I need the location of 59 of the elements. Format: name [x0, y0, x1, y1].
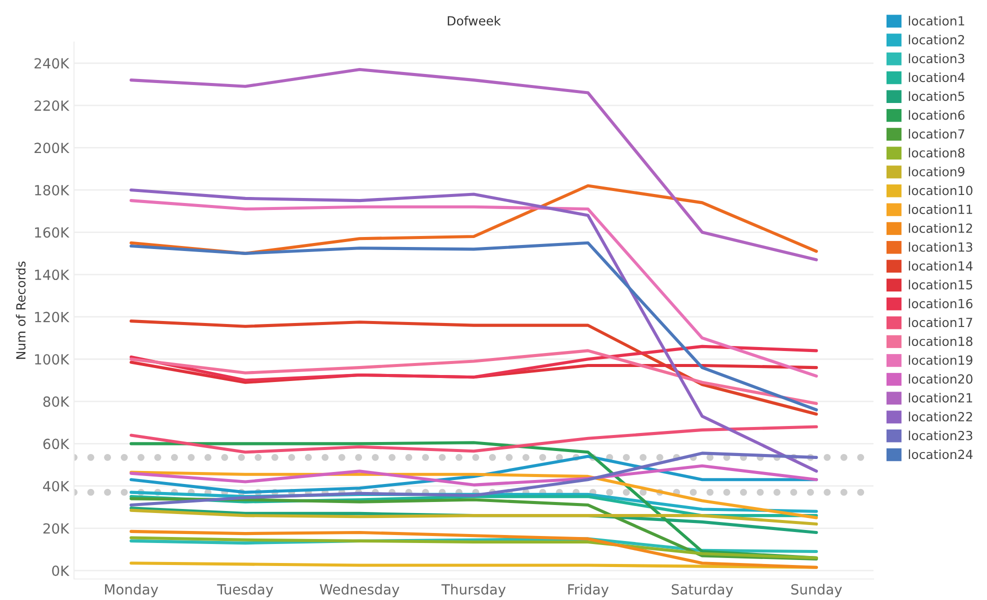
line-series [130, 349, 818, 406]
y-tick-label: 140K [35, 270, 70, 280]
x-tick-label: Wednesday [320, 584, 400, 598]
legend-label: location5 [908, 91, 964, 101]
y-tick-label: 100K [35, 354, 70, 365]
legend-label: location12 [908, 223, 972, 233]
y-tick-label: 40K [43, 480, 70, 492]
legend-label: location10 [908, 186, 972, 196]
line-series [130, 530, 818, 569]
legend-label: location18 [908, 336, 972, 346]
legend-label: location1 [908, 16, 964, 26]
legend-label: location14 [908, 260, 973, 271]
legend-label: location16 [908, 298, 972, 308]
line-series [130, 464, 818, 486]
line-series [130, 536, 818, 560]
x-tick-label: Monday [105, 584, 158, 598]
legend-label: location20 [908, 374, 972, 384]
legend-label: location4 [908, 72, 965, 82]
legend-label: location8 [908, 148, 964, 158]
line-series [130, 344, 818, 382]
x-tick-label: Thursday [441, 584, 506, 598]
legend-label: location11 [908, 204, 972, 214]
chart-title: Dofweek [448, 16, 501, 26]
line-series [130, 68, 818, 262]
legend-label: location7 [908, 129, 964, 139]
legend-label: location6 [908, 110, 965, 120]
line-series [130, 425, 818, 454]
y-tick-label: 60K [43, 438, 70, 450]
line-series [130, 452, 818, 507]
y-tick-label: 0K [52, 566, 70, 576]
legend-label: location15 [908, 280, 972, 290]
y-tick-label: 20K [43, 523, 70, 534]
legend-label: location19 [908, 355, 972, 365]
line-series [130, 320, 818, 416]
legend-label: location24 [908, 449, 973, 460]
legend-label: location22 [908, 412, 972, 422]
line-series [130, 508, 818, 526]
y-tick-label: 160K [35, 227, 70, 238]
legend-label: location13 [908, 242, 972, 252]
legend-label: location21 [908, 392, 972, 403]
x-tick-label: Friday [568, 584, 609, 598]
y-tick-label: 220K [34, 100, 70, 111]
legend-label: location23 [908, 430, 972, 440]
x-tick-label: Sunday [791, 584, 842, 598]
y-tick-label: 240K [34, 58, 70, 69]
y-tick-label: 120K [35, 312, 70, 322]
line-series [130, 241, 818, 412]
legend-label: location2 [908, 34, 964, 44]
y-tick-label: 200K [34, 142, 70, 154]
y-tick-label: 180K [35, 184, 70, 196]
y-tick-label: 80K [43, 396, 70, 407]
legend-label: location9 [908, 166, 964, 176]
line-series [130, 199, 818, 378]
y-axis-title: Num of Records [16, 262, 26, 359]
x-tick-label: Tuesday [217, 584, 274, 598]
line-series [130, 188, 818, 473]
legend-label: location3 [908, 54, 964, 64]
legend-label: location17 [908, 318, 972, 328]
x-tick-label: Saturday [672, 584, 734, 598]
